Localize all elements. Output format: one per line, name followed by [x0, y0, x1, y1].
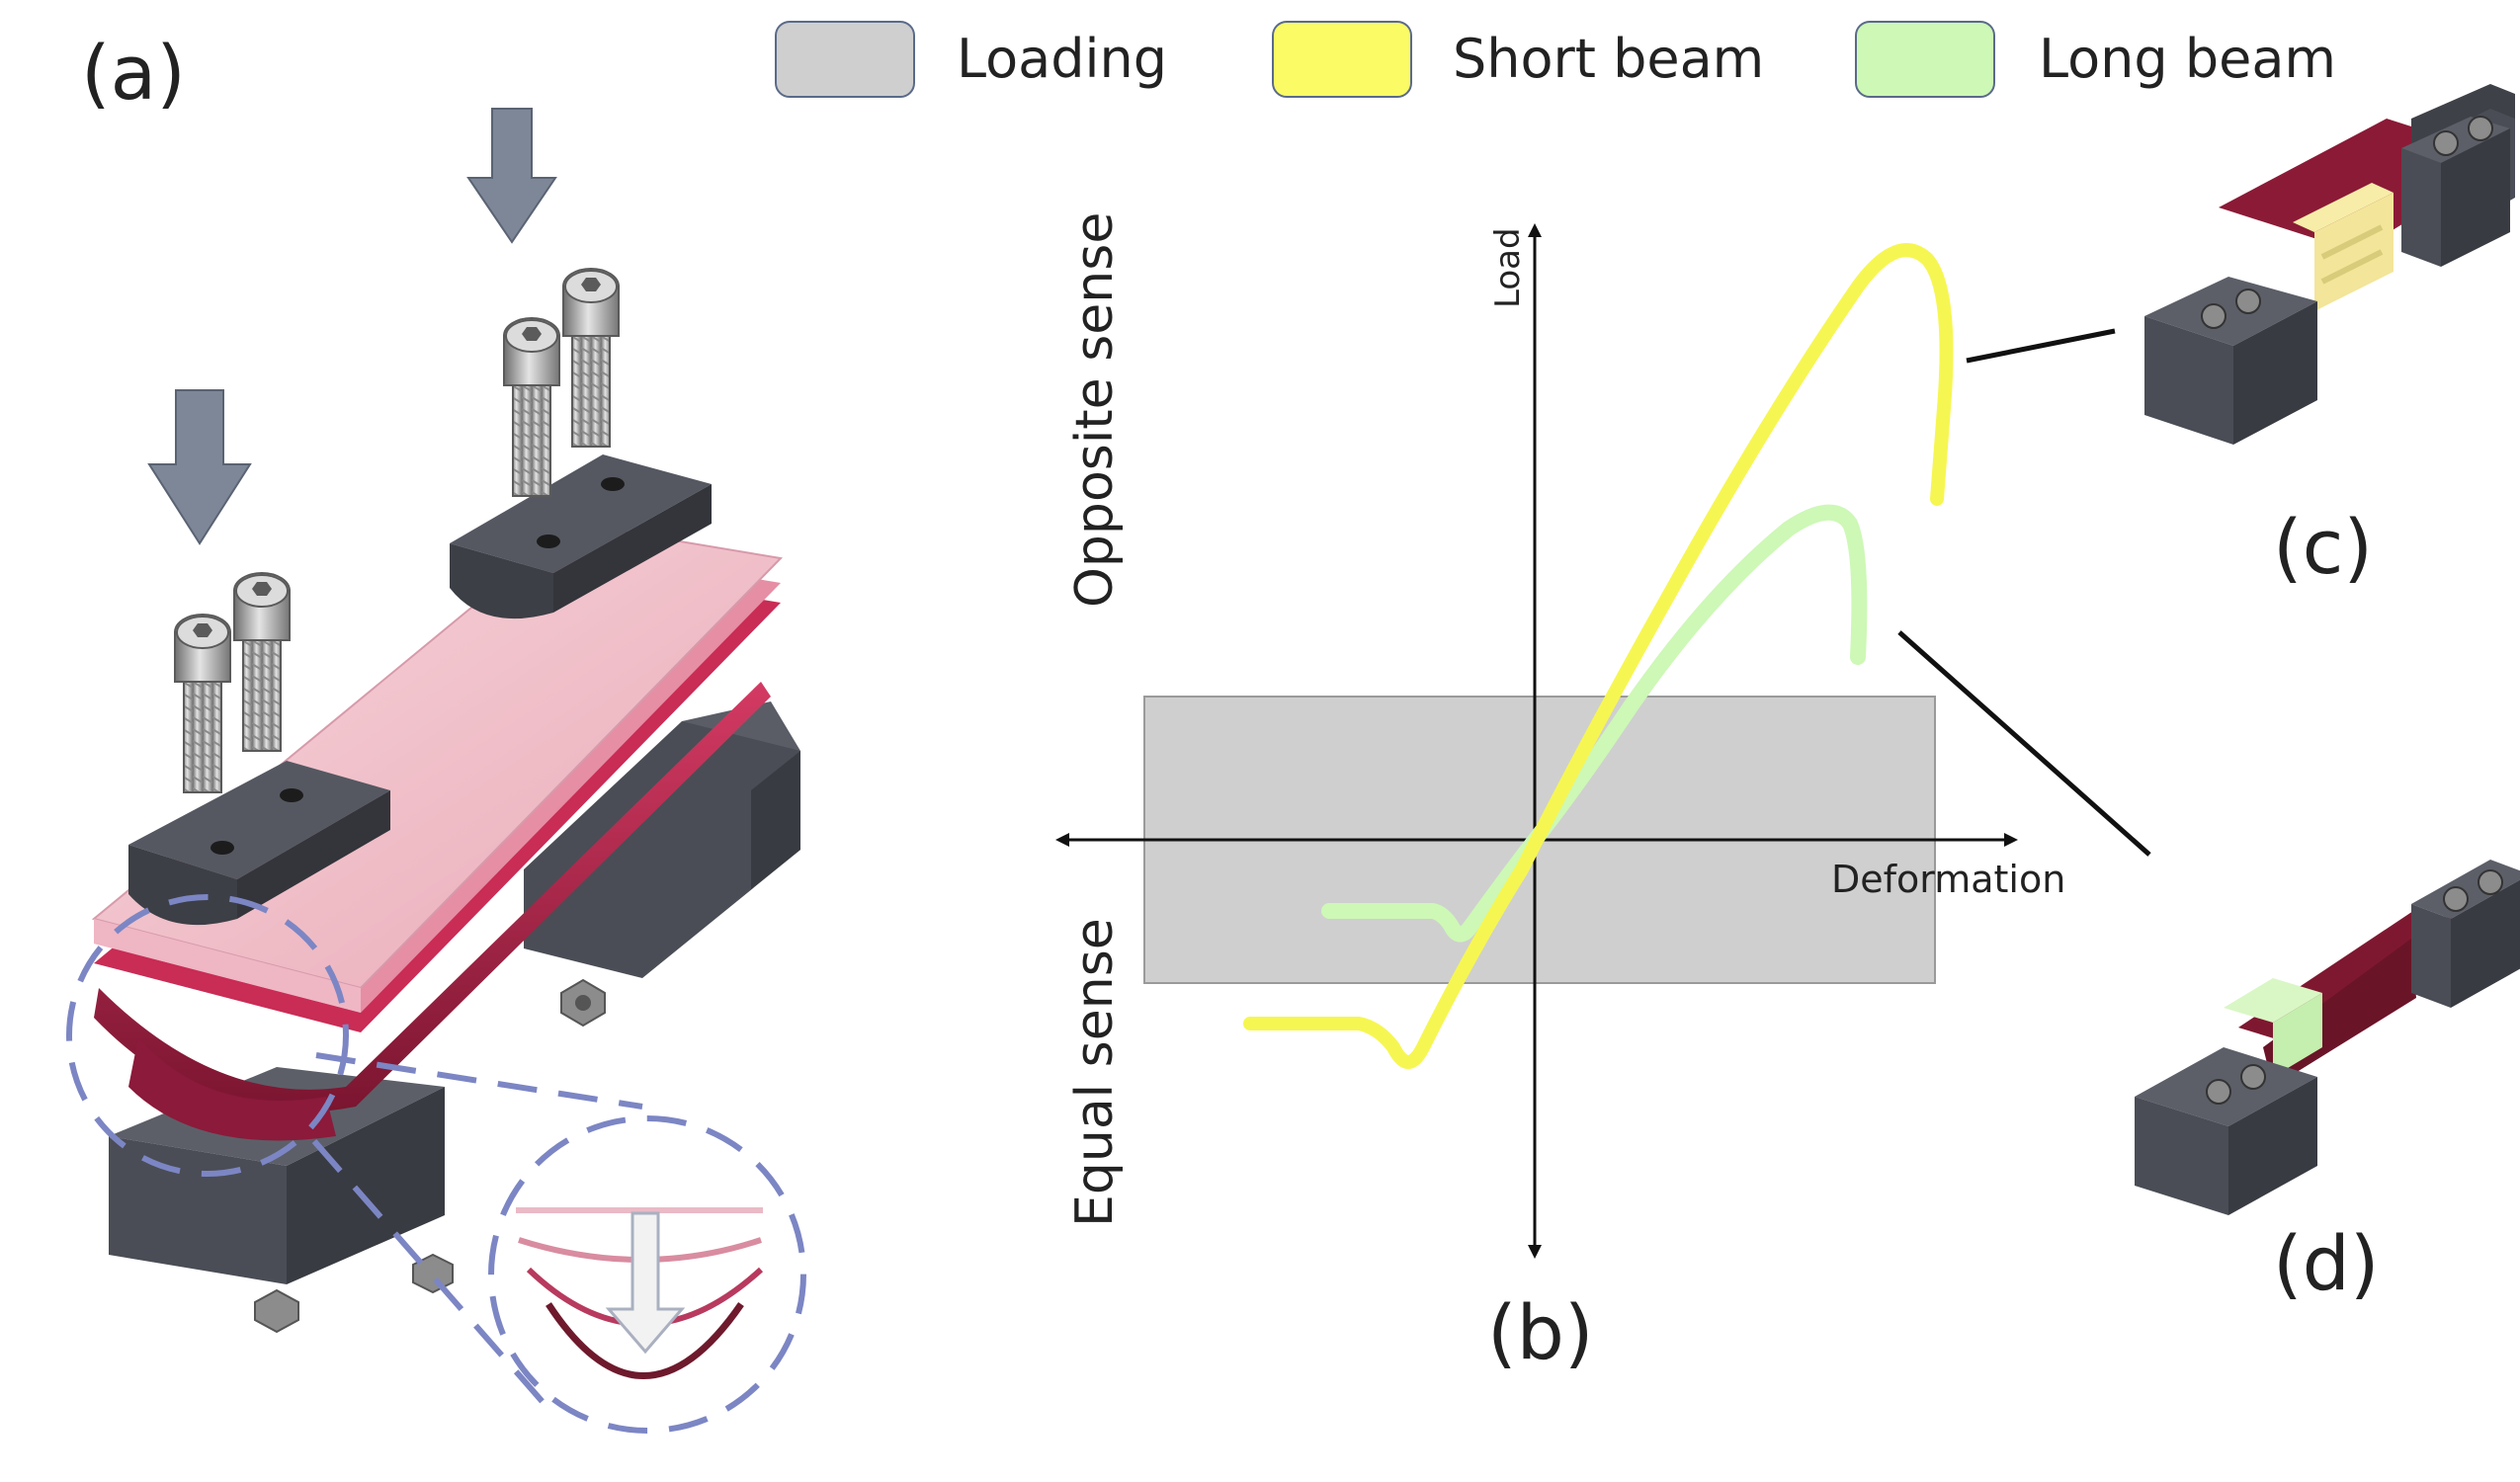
- legend-label-loading: Loading: [957, 28, 1167, 90]
- fixture-illustration: [66, 108, 806, 1434]
- down-arrow-icon: [147, 389, 252, 545]
- long-beam-curve: [1321, 504, 1868, 943]
- screw-icon: [174, 614, 231, 793]
- legend-label-short-beam: Short beam: [1453, 28, 1764, 90]
- legend: Loading Short beam Long beam: [775, 21, 2336, 98]
- short-beam-insert: [2293, 183, 2394, 311]
- legend-label-long-beam: Long beam: [2039, 28, 2336, 90]
- highlight-circle: [66, 894, 349, 1177]
- screw-icon: [233, 572, 291, 752]
- hex-nut-icon: [412, 1253, 454, 1294]
- panel-label-a: (a): [81, 29, 186, 117]
- short-beam-specimen: [2144, 84, 2515, 445]
- leader-line-long-beam: [1897, 630, 2151, 857]
- long-beam-insert: [2224, 978, 2322, 1077]
- load-deformation-plot: Load Deformation Opposite sense Equal se…: [1055, 212, 2151, 1259]
- legend-swatch-loading: [775, 21, 915, 98]
- leader-line-short-beam: [1966, 328, 2116, 364]
- down-arrow-icon: [466, 108, 557, 244]
- legend-swatch-long-beam: [1855, 21, 1995, 98]
- legend-swatch-short-beam: [1272, 21, 1412, 98]
- front-clamp-pad: [128, 761, 390, 926]
- screw-icon: [503, 317, 560, 497]
- panel-label-d: (d): [2273, 1219, 2380, 1307]
- screw-icon: [562, 268, 620, 448]
- panel-label-c: (c): [2273, 503, 2373, 591]
- rear-clamp-pad: [450, 454, 712, 619]
- hex-nut-icon: [254, 1288, 299, 1334]
- long-beam-specimen: [2135, 860, 2520, 1215]
- short-beam-curve: [1243, 243, 1954, 1069]
- x-axis-label: Deformation: [1831, 858, 2065, 901]
- panel-label-b: (b): [1487, 1288, 1594, 1376]
- flexure-beam: [94, 682, 771, 1141]
- equal-sense-label: Equal sense: [1065, 918, 1125, 1227]
- opposite-sense-label: Opposite sense: [1065, 212, 1125, 608]
- y-axis-label: Load: [1488, 227, 1528, 308]
- magnifier-circle-icon: [488, 1115, 806, 1434]
